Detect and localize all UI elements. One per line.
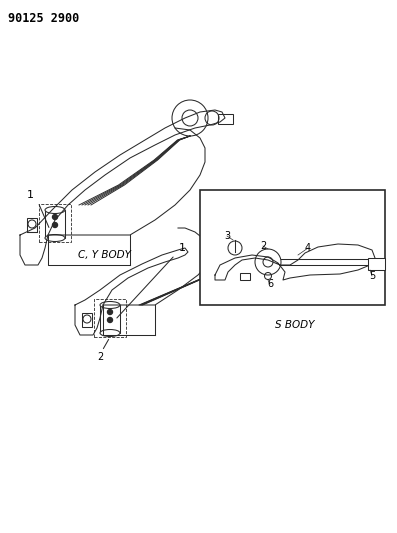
Text: 1: 1 bbox=[179, 243, 185, 253]
Text: 2: 2 bbox=[97, 352, 103, 362]
Text: 1: 1 bbox=[27, 190, 33, 200]
Bar bbox=[324, 212, 354, 234]
Ellipse shape bbox=[100, 329, 120, 336]
Circle shape bbox=[108, 310, 112, 314]
Bar bbox=[240, 273, 250, 280]
Text: 3: 3 bbox=[224, 231, 230, 241]
Circle shape bbox=[52, 222, 58, 228]
Text: C, Y BODY: C, Y BODY bbox=[79, 250, 131, 260]
Circle shape bbox=[108, 318, 112, 322]
Ellipse shape bbox=[45, 206, 65, 214]
Bar bbox=[368, 258, 385, 270]
Ellipse shape bbox=[100, 302, 120, 309]
Ellipse shape bbox=[45, 235, 65, 241]
Text: 6: 6 bbox=[267, 279, 273, 289]
Bar bbox=[82, 313, 92, 327]
Bar bbox=[45, 210, 65, 238]
Text: S BODY: S BODY bbox=[275, 320, 315, 330]
Text: 5: 5 bbox=[369, 271, 375, 281]
Bar bbox=[100, 305, 120, 333]
Text: 4: 4 bbox=[305, 243, 311, 253]
Bar bbox=[306, 218, 321, 228]
Bar bbox=[94, 299, 126, 337]
Text: 90125 2900: 90125 2900 bbox=[8, 12, 79, 25]
Bar bbox=[356, 212, 371, 230]
Bar bbox=[200, 190, 385, 305]
Bar bbox=[39, 204, 71, 242]
Text: 2: 2 bbox=[260, 241, 266, 251]
Bar bbox=[27, 218, 37, 232]
Bar bbox=[218, 114, 233, 124]
Circle shape bbox=[52, 214, 58, 220]
